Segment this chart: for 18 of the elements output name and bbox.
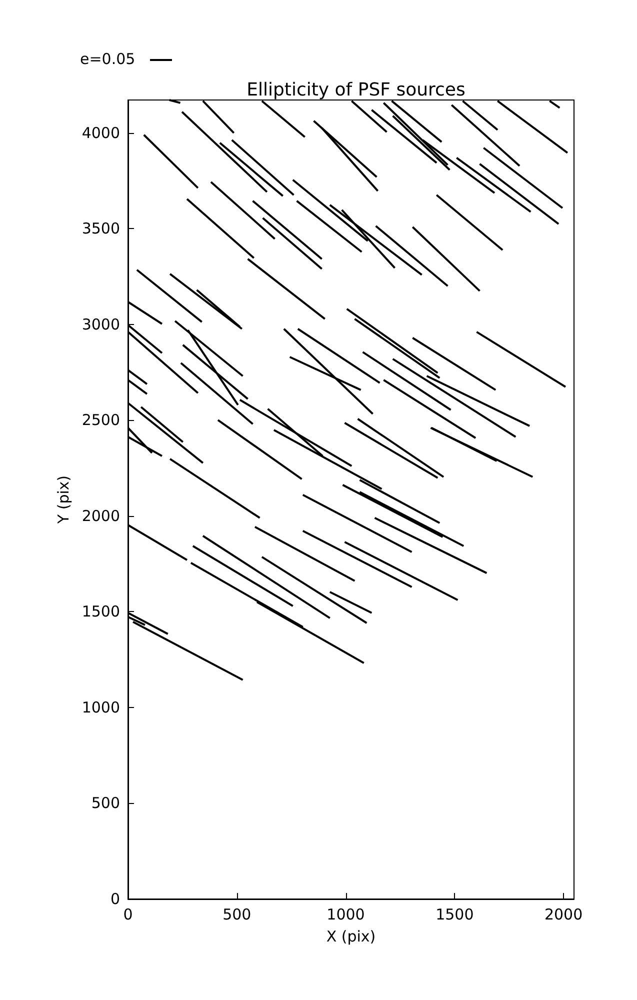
x-tick-label: 2000 <box>544 906 583 924</box>
y-tick-label: 1500 <box>82 602 120 621</box>
chart-title: Ellipticity of PSF sources <box>246 80 466 100</box>
y-axis-title: Y (pix) <box>54 475 72 525</box>
x-tick-label: 500 <box>222 906 252 924</box>
y-tick-label: 4000 <box>82 124 120 142</box>
y-tick-label: 0 <box>110 890 120 908</box>
y-tick-label: 3500 <box>82 220 120 238</box>
x-tick-label: 0 <box>123 906 133 924</box>
y-tick-label: 2000 <box>82 506 120 525</box>
y-tick-label: 2500 <box>82 411 120 430</box>
x-tick-label: 1500 <box>436 906 474 924</box>
text: e=0.05 <box>80 50 136 68</box>
y-tick-label: 1000 <box>82 698 120 716</box>
x-tick-label: 1000 <box>326 906 365 924</box>
y-tick-label: 3000 <box>82 315 120 334</box>
y-tick-label: 500 <box>91 794 120 812</box>
x-axis-title: X (pix) <box>326 928 376 946</box>
